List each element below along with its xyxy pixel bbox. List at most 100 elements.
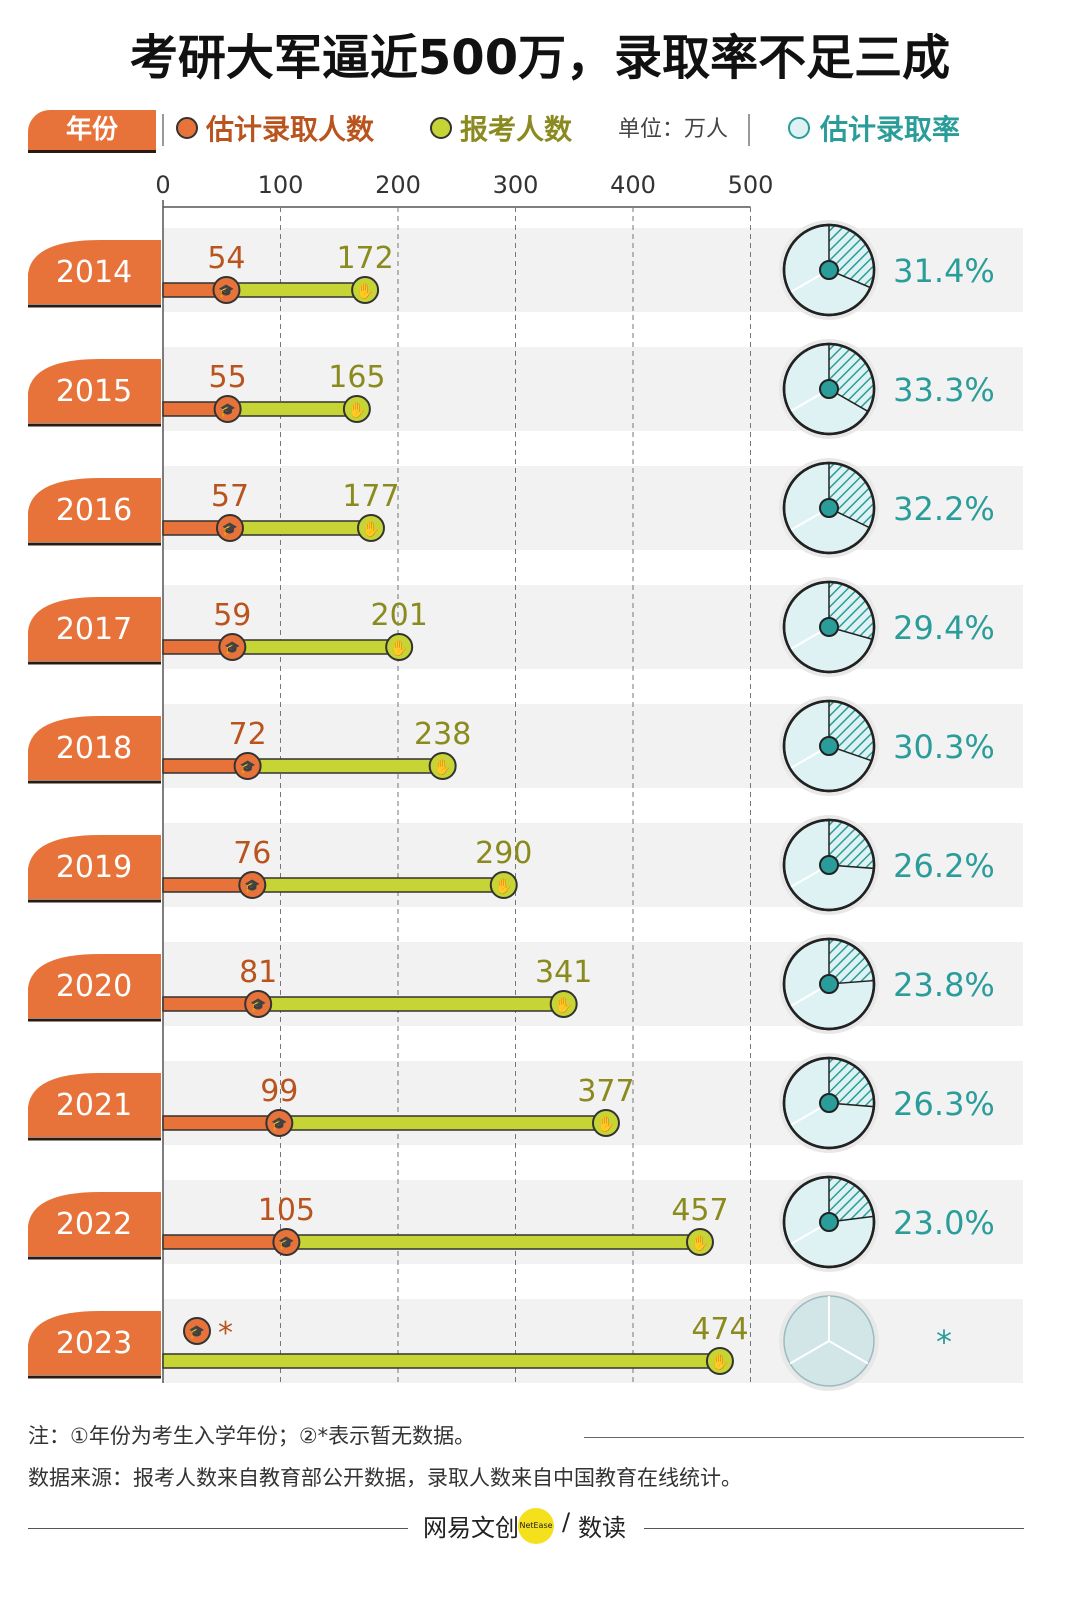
pie-center-icon — [819, 617, 839, 637]
admitted-label: 99 — [260, 1074, 298, 1109]
graduation-cap-icon: 🎓 — [224, 641, 240, 656]
brand-name: 网易文创 — [423, 1514, 519, 1542]
year-tab — [28, 359, 161, 423]
grid: 0 100 200 300 400 500 — [155, 171, 773, 1383]
bar-applicants — [226, 401, 358, 417]
hand-icon: ✋ — [433, 758, 452, 776]
year-labels: 2014 2015 2016 2017 2018 2019 2020 2021 2022 2023 — [28, 240, 161, 1379]
chart: 0 100 200 300 400 500 ✋ 172 🎓 54 ✋ 165 🎓 55 ✋ 177 🎓 57 ✋ 2… — [28, 171, 1023, 1391]
row-backgrounds — [163, 228, 1023, 1383]
admitted-label: 105 — [258, 1193, 315, 1228]
pie-outline — [782, 818, 876, 912]
pie-center-icon — [819, 855, 839, 875]
pie-outline — [782, 580, 876, 674]
applicants-label: 172 — [336, 241, 393, 276]
applicants-label: 341 — [535, 955, 592, 990]
legend-admitted: 估计录取人数 — [206, 113, 375, 146]
pie-outline — [782, 223, 876, 317]
bar-applicants — [246, 758, 444, 774]
admitted-label: 57 — [211, 479, 249, 514]
bar-applicants — [257, 996, 565, 1012]
year-label: 2014 — [56, 255, 132, 290]
admitted-marker-icon — [215, 514, 244, 542]
applicants-label: 165 — [328, 360, 385, 395]
pie-outline — [782, 937, 876, 1031]
bar-admitted — [162, 1115, 281, 1131]
applicants-marker-icon — [428, 752, 457, 780]
rate-label: 30.3% — [893, 728, 995, 766]
admitted-label: * — [218, 1316, 233, 1351]
admitted-label: 81 — [239, 955, 277, 990]
year-label: 2023 — [56, 1326, 132, 1361]
row-background — [163, 1061, 1023, 1145]
rate-label: 26.2% — [893, 847, 995, 885]
admitted-marker-icon — [244, 990, 273, 1018]
brand-logo: NetEase — [518, 1508, 554, 1544]
pie-outline — [782, 1056, 876, 1150]
bar-admitted — [162, 996, 259, 1012]
hand-icon: ✋ — [494, 877, 513, 895]
brand-line-right — [644, 1528, 1024, 1529]
rate-label: 31.4% — [893, 252, 995, 290]
applicants-swatch-icon — [430, 117, 452, 139]
year-tab — [28, 478, 161, 542]
footer-note: 注：①年份为考生入学年份；②*表示暂无数据。 — [28, 1424, 476, 1448]
year-label: 2021 — [56, 1088, 132, 1123]
applicants-marker-icon — [356, 514, 385, 542]
admitted-marker-icon — [238, 871, 267, 899]
year-tab — [28, 716, 161, 780]
year-tab — [28, 240, 161, 304]
row-background — [163, 942, 1023, 1026]
admitted-marker-icon — [183, 1317, 211, 1345]
row-background — [163, 585, 1023, 669]
brand-line-left — [28, 1528, 408, 1529]
admitted-label: 55 — [209, 360, 247, 395]
applicants-marker-icon — [549, 990, 578, 1018]
bars: ✋ 172 🎓 54 ✋ 165 🎓 55 ✋ 177 🎓 57 ✋ 201 🎓 59 ✋ 238 🎓 72 ✋ 290 🎓… — [162, 241, 749, 1375]
pie-divider — [828, 1340, 869, 1365]
graduation-cap-icon: 🎓 — [240, 760, 256, 775]
pie-divider — [789, 1340, 830, 1365]
row-background — [163, 1180, 1023, 1264]
legend: 年份 估计录取人数 报考人数 单位：万人 估计录取率 — [28, 108, 1058, 152]
graduation-cap-icon: 🎓 — [250, 998, 266, 1013]
applicants-marker-icon — [591, 1109, 620, 1137]
x-tick-label: 500 — [728, 171, 774, 199]
brand-column: 数读 — [578, 1514, 626, 1542]
admitted-marker-icon — [233, 752, 262, 780]
legend-divider — [748, 114, 750, 146]
legend-unit: 单位：万人 — [618, 117, 729, 142]
bar-applicants — [229, 520, 372, 536]
pie-center-icon — [819, 1093, 839, 1113]
year-label: 2022 — [56, 1207, 132, 1242]
year-tab — [28, 1192, 161, 1256]
hand-icon: ✋ — [362, 520, 381, 538]
pie-center-icon — [819, 498, 839, 518]
rate-swatch-icon — [788, 117, 810, 139]
applicants-marker-icon — [685, 1228, 714, 1256]
admitted-swatch-icon — [176, 117, 198, 139]
applicants-marker-icon — [342, 395, 371, 423]
year-label: 2015 — [56, 374, 132, 409]
applicants-label: 474 — [691, 1312, 748, 1347]
hand-icon: ✋ — [711, 1353, 730, 1371]
brand-slash: / — [562, 1508, 571, 1536]
year-tab — [28, 1073, 161, 1137]
applicants-label: 201 — [371, 598, 428, 633]
applicants-label: 290 — [475, 836, 532, 871]
pie-center-icon — [819, 974, 839, 994]
row-background — [163, 704, 1023, 788]
row-background — [163, 347, 1023, 431]
bar-applicants — [251, 877, 505, 893]
footer-source: 数据来源：报考人数来自教育部公开数据，录取人数来自中国教育在线统计。 — [28, 1466, 742, 1490]
admitted-marker-icon — [272, 1228, 301, 1256]
applicants-label: 457 — [671, 1193, 728, 1228]
chart-title: 考研大军逼近500万，录取率不足三成 — [129, 30, 951, 86]
row-background — [163, 228, 1023, 312]
pie-center-icon — [819, 260, 839, 280]
x-tick-label: 400 — [610, 171, 656, 199]
rate-label: 23.8% — [893, 966, 995, 1004]
pie-outline — [782, 1175, 876, 1269]
rate-label: 32.2% — [893, 490, 995, 528]
applicants-marker-icon — [385, 633, 414, 661]
